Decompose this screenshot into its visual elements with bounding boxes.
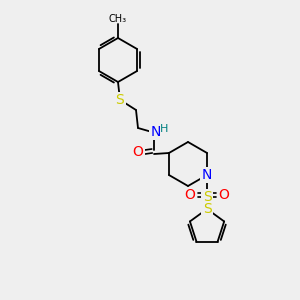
- Text: N: N: [202, 168, 212, 182]
- Text: S: S: [116, 93, 124, 107]
- Text: O: O: [133, 145, 143, 159]
- Text: N: N: [151, 125, 161, 139]
- Text: S: S: [203, 202, 212, 216]
- Text: O: O: [219, 188, 230, 202]
- Text: O: O: [184, 188, 196, 202]
- Text: CH₃: CH₃: [109, 14, 127, 24]
- Text: H: H: [160, 124, 168, 134]
- Text: S: S: [203, 190, 212, 204]
